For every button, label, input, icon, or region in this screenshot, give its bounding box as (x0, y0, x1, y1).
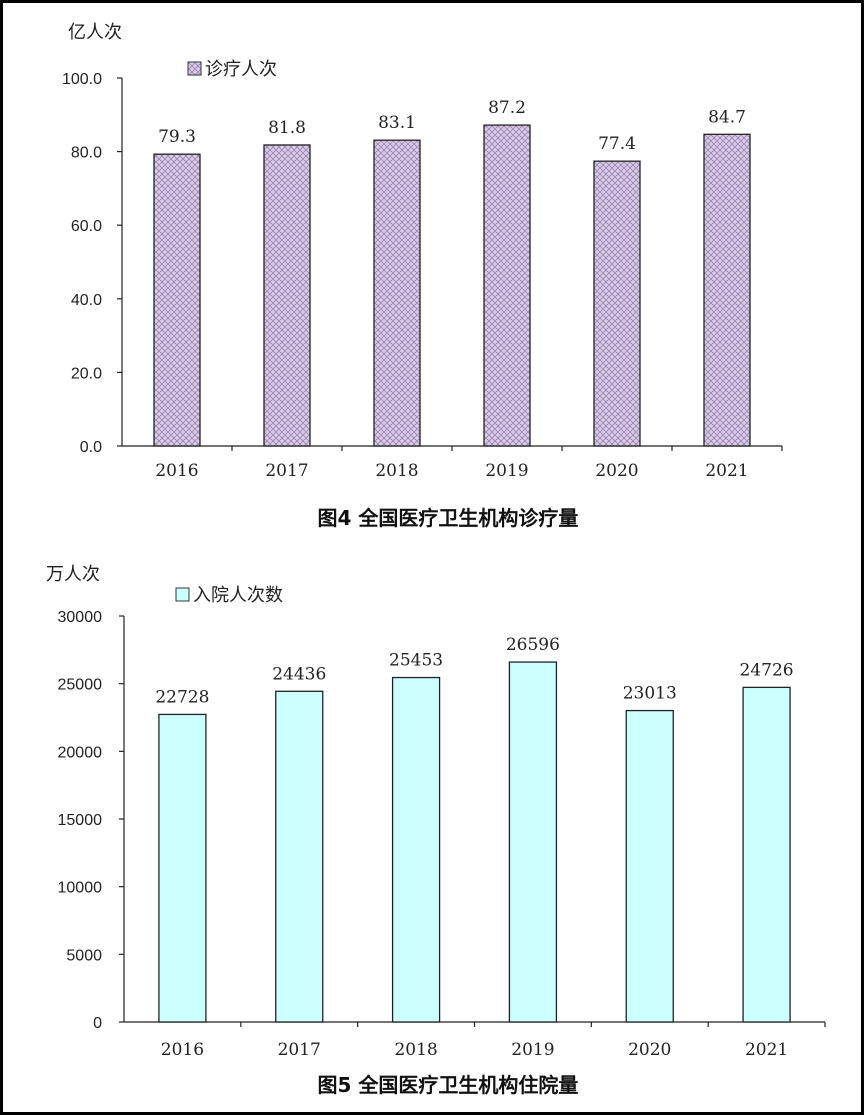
chart2-value-label: 24726 (740, 660, 794, 680)
chart2-bar-2019 (508, 661, 558, 1023)
chart2-bar-2020 (625, 709, 674, 1023)
chart2-value-label: 25453 (389, 651, 443, 671)
chart2-bar-2021 (742, 686, 791, 1023)
chart1-value-label: 81.8 (268, 118, 306, 138)
chart2-category-label: 2016 (161, 1040, 204, 1060)
chart1-y-tick-label: 60.0 (71, 218, 102, 235)
chart1-bar-2020 (593, 160, 641, 447)
chart1-bar-2017 (263, 144, 311, 447)
chart1-bar-2018 (373, 139, 421, 447)
chart1-category-label: 2018 (375, 461, 418, 481)
chart1-unit-label: 亿人次 (68, 22, 122, 43)
chart1-y-tick-label: 80.0 (71, 145, 102, 162)
chart1-y-tick-label: 0.0 (80, 439, 102, 456)
chart1-bar-2016 (153, 153, 201, 447)
chart2-bar-2017 (275, 690, 324, 1023)
chart2-category-label: 2018 (394, 1040, 437, 1060)
chart1-value-label: 84.7 (708, 107, 746, 127)
chart1-y-tick-label: 100.0 (62, 71, 102, 88)
chart1-value-label: 79.3 (158, 127, 196, 147)
chart2-y-tick-label: 0 (93, 1015, 102, 1032)
chart1-category-label: 2020 (595, 461, 638, 481)
chart2-category-label: 2017 (278, 1040, 321, 1060)
chart2-y-tick-label: 30000 (58, 609, 103, 626)
chart1-value-label: 83.1 (378, 113, 416, 133)
chart2-category-label: 2019 (511, 1040, 554, 1060)
chart1-category-label: 2017 (265, 461, 308, 481)
chart2-unit-label: 万人次 (46, 564, 100, 585)
chart1-value-label: 77.4 (598, 134, 636, 154)
chart2-y-tick-label: 5000 (66, 947, 102, 964)
chart2-bar-2018 (391, 676, 441, 1023)
chart2-category-label: 2021 (745, 1040, 788, 1060)
chart2-legend-label: 入院人次数 (193, 585, 283, 606)
chart2-y-tick-label: 10000 (58, 880, 103, 897)
chart1-legend-swatch (187, 61, 202, 76)
chart2-bar-2016 (158, 713, 207, 1023)
chart1-category-label: 2021 (705, 461, 748, 481)
chart1-legend-label: 诊疗人次 (205, 59, 277, 80)
chart2-legend-swatch (175, 587, 190, 602)
chart1-y-tick-label: 20.0 (71, 365, 102, 382)
chart2-plot-area: 0 5000 10000 15000 20000 25000 30000 22728 2016 2… (58, 609, 826, 1060)
chart1-caption: 图4 全国医疗卫生机构诊疗量 (318, 506, 579, 530)
chart2-value-label: 23013 (623, 684, 677, 704)
chart2-y-tick-label: 15000 (58, 812, 103, 829)
chart1-bar-2021 (703, 133, 751, 447)
chart1-category-label: 2016 (155, 461, 198, 481)
chart2-category-label: 2020 (628, 1040, 671, 1060)
chart1-category-label: 2019 (485, 461, 528, 481)
chart2-value-label: 26596 (506, 635, 560, 655)
chart2-y-tick-label: 20000 (58, 744, 103, 761)
chart2-caption: 图5 全国医疗卫生机构住院量 (318, 1073, 579, 1097)
chart1-y-tick-label: 40.0 (71, 292, 102, 309)
chart1-plot-area: 0.0 20.0 40.0 60.0 80.0 100.0 79.3 2016 81.8 2017… (62, 71, 783, 481)
chart2-value-label: 22728 (155, 687, 209, 707)
chart2-value-label: 24436 (272, 664, 326, 684)
chart1-bar-2019 (483, 124, 531, 447)
chart2-y-tick-label: 25000 (58, 677, 103, 694)
chart1-value-label: 87.2 (488, 98, 526, 118)
